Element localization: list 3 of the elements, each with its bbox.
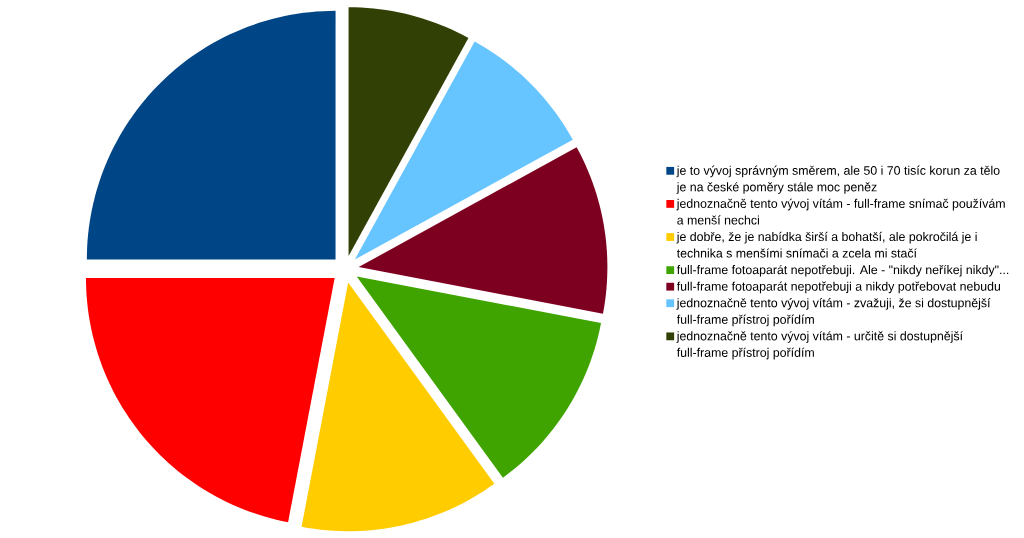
legend-label: full-frame fotoaparát nepotřebuji. Ale - "nikdy neříkej nikdy"...: [676, 264, 1009, 277]
legend-label: full-frame fotoaparát nepotřebuji a nikdy potřebovat nebudu: [676, 281, 1001, 293]
legend-label: jednoznačně tento vývoj vítám - určitě si dostupnější full-frame přístroj pořídím: [676, 330, 963, 360]
